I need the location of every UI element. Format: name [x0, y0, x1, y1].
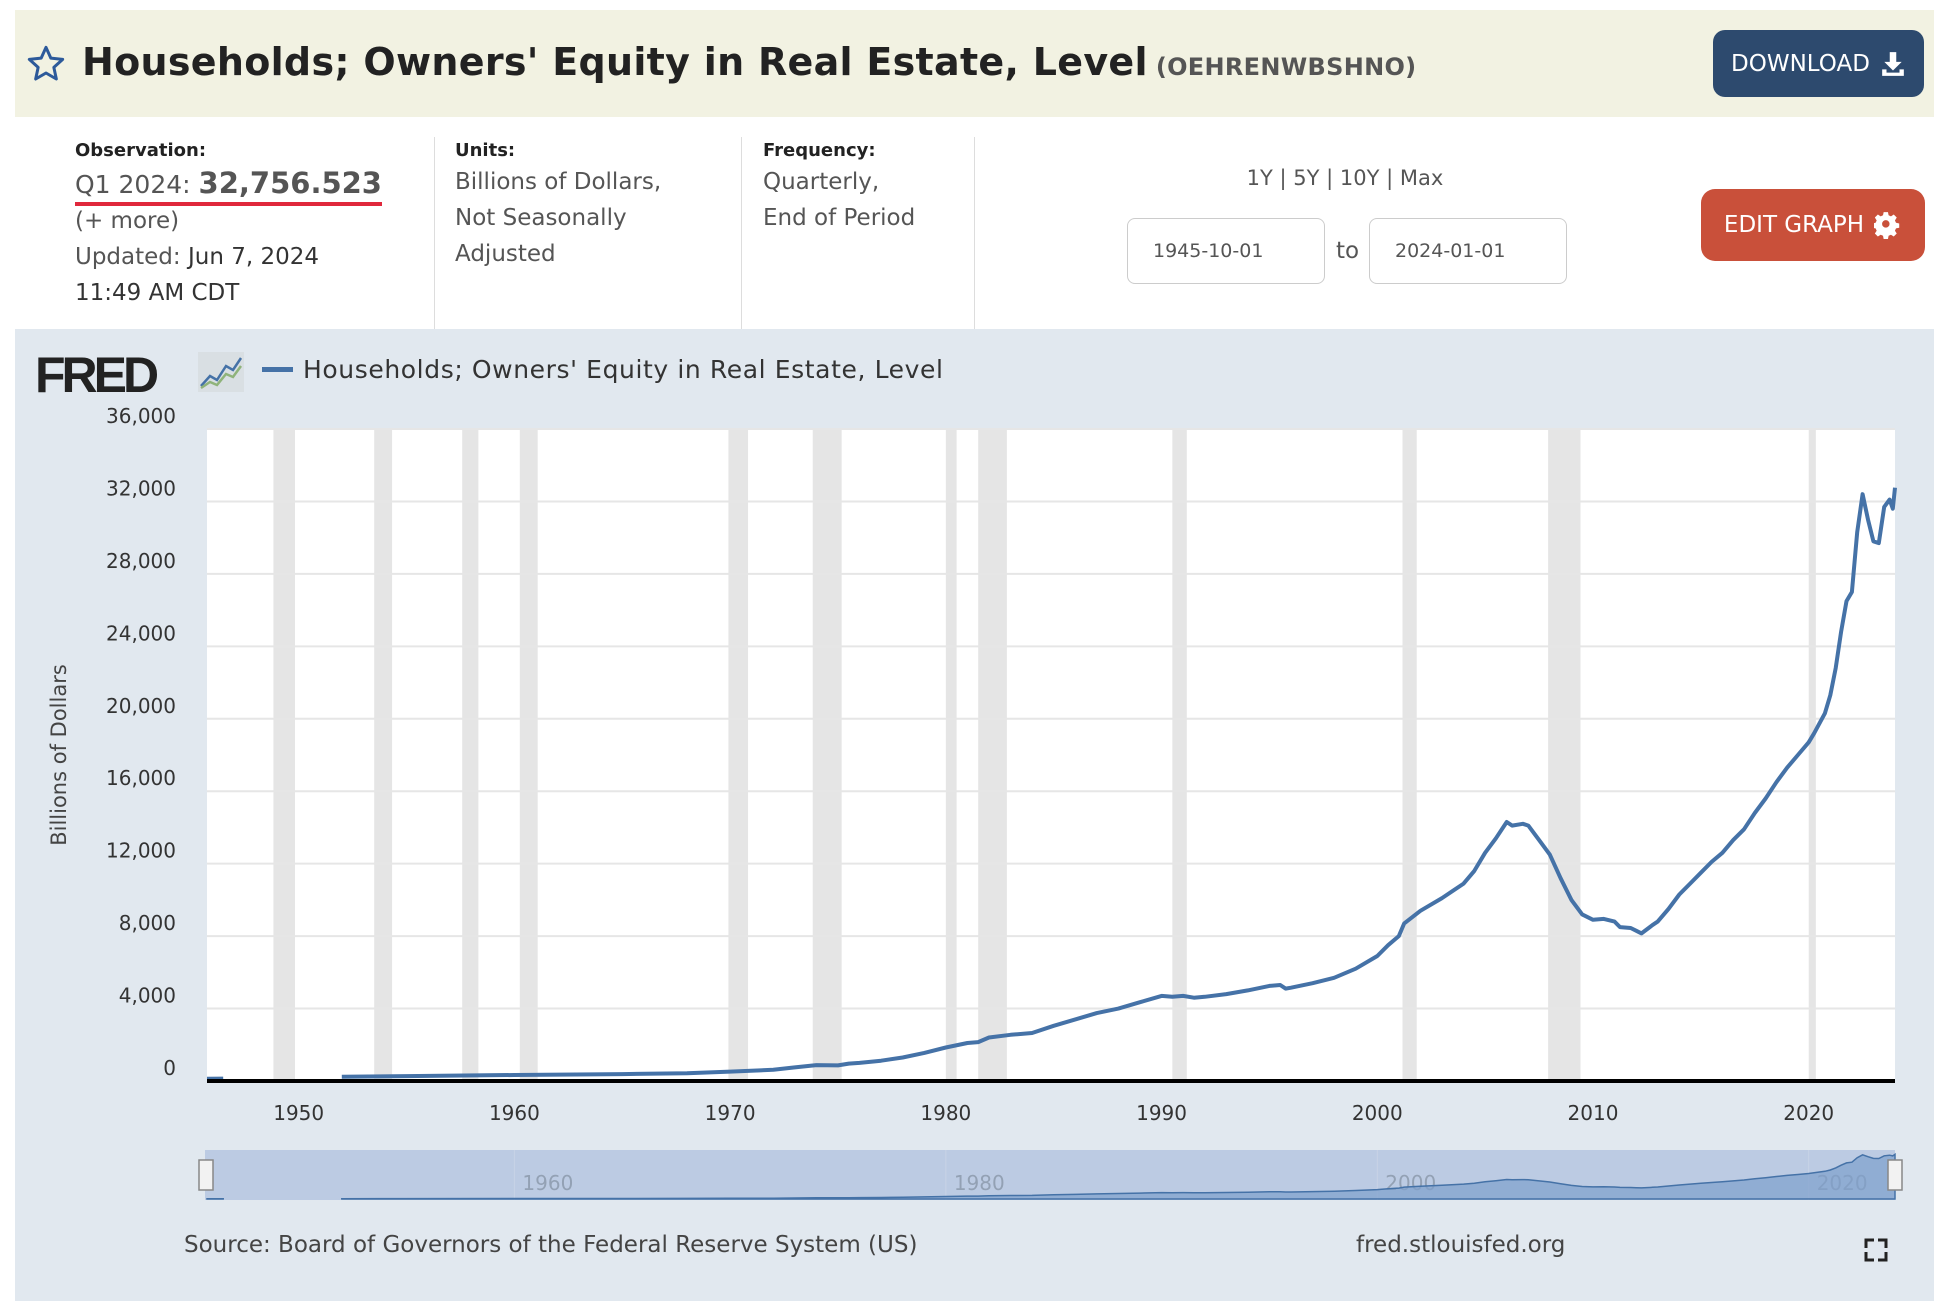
- recession-band: [1172, 429, 1187, 1081]
- observation-period: Q1 2024:: [75, 170, 191, 199]
- y-tick-label: 28,000: [106, 549, 176, 573]
- fred-logo-text: FRED: [35, 347, 159, 403]
- range-5y[interactable]: 5Y: [1293, 166, 1320, 190]
- x-tick-label: 1990: [1136, 1101, 1187, 1125]
- more-link[interactable]: (+ more): [75, 208, 180, 234]
- units-label: Units:: [455, 140, 516, 161]
- frequency-line: Quarterly,: [763, 169, 880, 195]
- frequency-label: Frequency:: [763, 140, 876, 161]
- range-1y[interactable]: 1Y: [1246, 166, 1273, 190]
- recession-band: [519, 429, 538, 1081]
- y-tick-label: 0: [163, 1056, 176, 1080]
- fullscreen-icon[interactable]: [1864, 1238, 1888, 1262]
- updated-label: Updated:: [75, 244, 181, 270]
- y-tick-label: 12,000: [106, 839, 176, 863]
- y-tick-label: 8,000: [119, 911, 176, 935]
- plot-background: [207, 429, 1895, 1081]
- start-date-input[interactable]: 1945-10-01: [1127, 218, 1325, 284]
- recession-band: [374, 429, 393, 1081]
- x-tick-label: 2000: [1352, 1101, 1403, 1125]
- navigator-left-handle[interactable]: [198, 1159, 214, 1191]
- observation-link[interactable]: Q1 2024: 32,756.523: [75, 166, 382, 206]
- divider: [741, 137, 742, 329]
- end-date-input[interactable]: 2024-01-01: [1369, 218, 1567, 284]
- recession-band: [978, 429, 1007, 1081]
- y-axis-title: Billions of Dollars: [47, 664, 71, 846]
- x-tick-label: 2010: [1568, 1101, 1619, 1125]
- y-tick-label: 32,000: [106, 476, 176, 500]
- units-line: Adjusted: [455, 241, 556, 267]
- site-link[interactable]: fred.stlouisfed.org: [1356, 1232, 1566, 1258]
- y-tick-label: 16,000: [106, 766, 176, 790]
- units-line: Not Seasonally: [455, 205, 627, 231]
- navigator-tick-label: 1980: [954, 1171, 1005, 1195]
- to-label: to: [1336, 238, 1360, 264]
- updated-date: Jun 7, 2024: [187, 244, 320, 270]
- observation-label: Observation:: [75, 140, 207, 161]
- y-tick-label: 24,000: [106, 621, 176, 645]
- recession-band: [1808, 429, 1816, 1081]
- range-10y[interactable]: 10Y: [1339, 166, 1380, 190]
- frequency-value: Quarterly, End of Period: [763, 164, 915, 236]
- divider: [434, 137, 435, 329]
- x-tick-label: 1960: [489, 1101, 540, 1125]
- x-tick-label: 1950: [273, 1101, 324, 1125]
- recession-band: [1548, 429, 1581, 1081]
- updated-line: Updated: Jun 7, 2024: [75, 239, 319, 275]
- series-header: [15, 10, 1934, 117]
- navigator-series: [206, 1152, 1896, 1200]
- navigator-tick-label: 1960: [522, 1171, 573, 1195]
- recession-band: [728, 429, 749, 1081]
- series-id: (OEHRENWBSHNO): [1155, 53, 1417, 81]
- y-tick-label: 36,000: [106, 404, 176, 428]
- legend-swatch: [262, 367, 293, 372]
- download-label: DOWNLOAD: [1731, 50, 1870, 77]
- range-max[interactable]: Max: [1399, 166, 1444, 190]
- page-title: Households; Owners' Equity in Real Estat…: [82, 40, 1416, 84]
- recession-band: [273, 429, 296, 1081]
- edit-graph-button[interactable]: EDIT GRAPH: [1701, 189, 1925, 261]
- gear-icon: [1874, 212, 1900, 239]
- recession-band: [812, 429, 842, 1081]
- series-title: Households; Owners' Equity in Real Estat…: [82, 40, 1148, 84]
- source-text: Source: Board of Governors of the Federa…: [184, 1232, 918, 1258]
- download-icon: [1882, 51, 1904, 76]
- updated-time: 11:49 AM CDT: [75, 280, 240, 306]
- recession-band: [1402, 429, 1417, 1081]
- series-line: [206, 487, 1897, 1081]
- frequency-line: End of Period: [763, 205, 916, 231]
- units-value: Billions of Dollars, Not Seasonally Adju…: [455, 164, 661, 272]
- chart-logo-icon: [198, 352, 244, 392]
- x-tick-label: 1970: [705, 1101, 756, 1125]
- recession-band: [462, 429, 479, 1081]
- legend-label: Households; Owners' Equity in Real Estat…: [303, 355, 944, 384]
- y-tick-label: 20,000: [106, 694, 176, 718]
- navigator-right-handle[interactable]: [1887, 1159, 1903, 1191]
- edit-graph-label: EDIT GRAPH: [1723, 212, 1865, 238]
- download-button[interactable]: DOWNLOAD: [1713, 30, 1924, 97]
- x-tick-label: 2020: [1783, 1101, 1834, 1125]
- divider: [974, 137, 975, 329]
- fred-logo: FRED: [35, 346, 159, 404]
- x-tick-label: 1980: [920, 1101, 971, 1125]
- units-line: Billions of Dollars,: [455, 169, 662, 195]
- recession-band: [945, 429, 957, 1081]
- observation-value: 32,756.523: [198, 166, 382, 200]
- star-icon[interactable]: [26, 44, 66, 84]
- range-selector: 1Y | 5Y | 10Y | Max: [1246, 166, 1444, 190]
- y-tick-label: 4,000: [119, 984, 176, 1008]
